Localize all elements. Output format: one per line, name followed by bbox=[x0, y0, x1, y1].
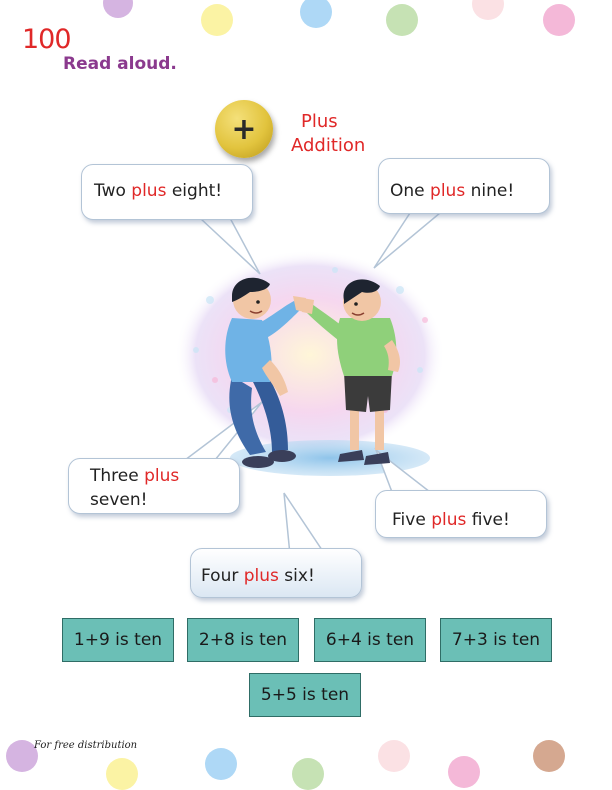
bubble-text-plus: plus bbox=[244, 566, 279, 586]
equation-box: 5+5 is ten bbox=[249, 673, 361, 717]
bubble-tail bbox=[200, 218, 260, 274]
bubble-text-post: nine! bbox=[465, 181, 514, 201]
bubble-text-pre: One bbox=[390, 181, 430, 201]
bubble-tail bbox=[284, 493, 322, 555]
bubble-text-plus: plus bbox=[144, 466, 179, 486]
bubble-tail bbox=[374, 213, 440, 268]
speech-bubble-one-plus-nine: One plus nine! bbox=[378, 158, 550, 214]
bubble-text-pre: Three bbox=[90, 466, 144, 486]
bubble-text-post: five! bbox=[466, 510, 509, 530]
bubble-text-plus: plus bbox=[131, 181, 166, 201]
equation-box: 7+3 is ten bbox=[440, 618, 552, 662]
bubble-text-pre: Two bbox=[94, 181, 131, 201]
equation-box: 6+4 is ten bbox=[314, 618, 426, 662]
bubble-text-post: eight! bbox=[166, 181, 222, 201]
speech-bubble-two-plus-eight: Two plus eight! bbox=[81, 164, 253, 220]
bubble-text-plus: plus bbox=[431, 510, 466, 530]
equation-box: 2+8 is ten bbox=[187, 618, 299, 662]
equation-box: 1+9 is ten bbox=[62, 618, 174, 662]
bubble-text-post: six! bbox=[279, 566, 315, 586]
background-splash bbox=[175, 250, 445, 460]
bubble-text-pre: Four bbox=[201, 566, 244, 586]
bubble-text-pre: Five bbox=[392, 510, 431, 530]
speech-bubble-four-plus-six: Four plus six! bbox=[190, 548, 362, 598]
speech-bubble-five-plus-five: Five plus five! bbox=[375, 490, 547, 538]
footer-note: For free distribution bbox=[34, 740, 137, 751]
bubble-text-post: seven! bbox=[90, 490, 147, 510]
speech-bubble-three-plus-seven: Three plus seven! bbox=[68, 458, 240, 514]
bubble-text-plus: plus bbox=[430, 181, 465, 201]
